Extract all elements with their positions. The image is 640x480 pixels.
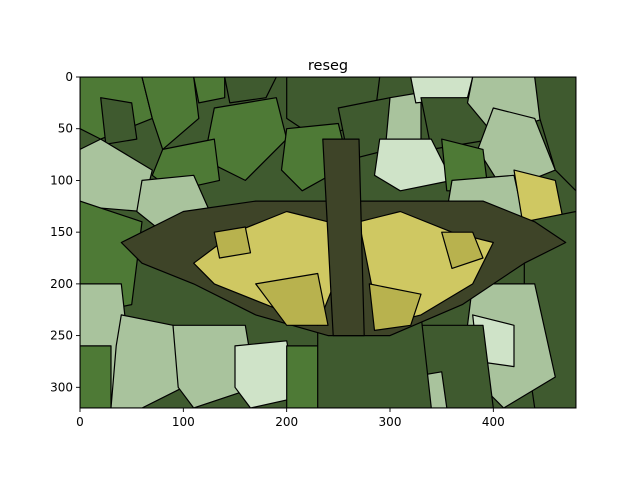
x-axis: 0 100 200 300 400 [76,408,505,429]
segment-region [255,272,329,326]
chart-title: reseg [308,58,348,74]
x-tick-label: 100 [172,415,195,429]
segmentation-image [80,77,576,408]
segment-region [100,97,138,145]
x-tick-label: 400 [482,415,505,429]
segment-region [234,340,298,408]
y-tick-label: 250 [50,329,73,343]
segment-region [213,226,252,259]
segment-region [534,77,576,192]
segment-region [224,77,277,104]
x-tick-label: 0 [76,415,84,429]
y-axis: 0 50 100 150 200 250 300 [50,70,80,394]
image-axes [79,76,577,409]
segment-region [368,283,422,331]
segment-region [441,231,484,269]
segment-region [80,345,112,408]
y-tick-label: 0 [65,70,73,84]
x-tick-label: 300 [379,415,402,429]
axes-frame [79,76,577,409]
y-tick-label: 200 [50,277,73,291]
y-tick-label: 100 [50,173,73,187]
segment-region [373,138,453,192]
segment-region [141,77,200,150]
y-tick-label: 50 [58,122,73,136]
x-tick-label: 200 [275,415,298,429]
y-tick-label: 150 [50,225,73,239]
segment-region [322,138,365,337]
segment-region [80,138,153,213]
segment-region [193,77,226,104]
y-tick-label: 300 [50,380,73,394]
